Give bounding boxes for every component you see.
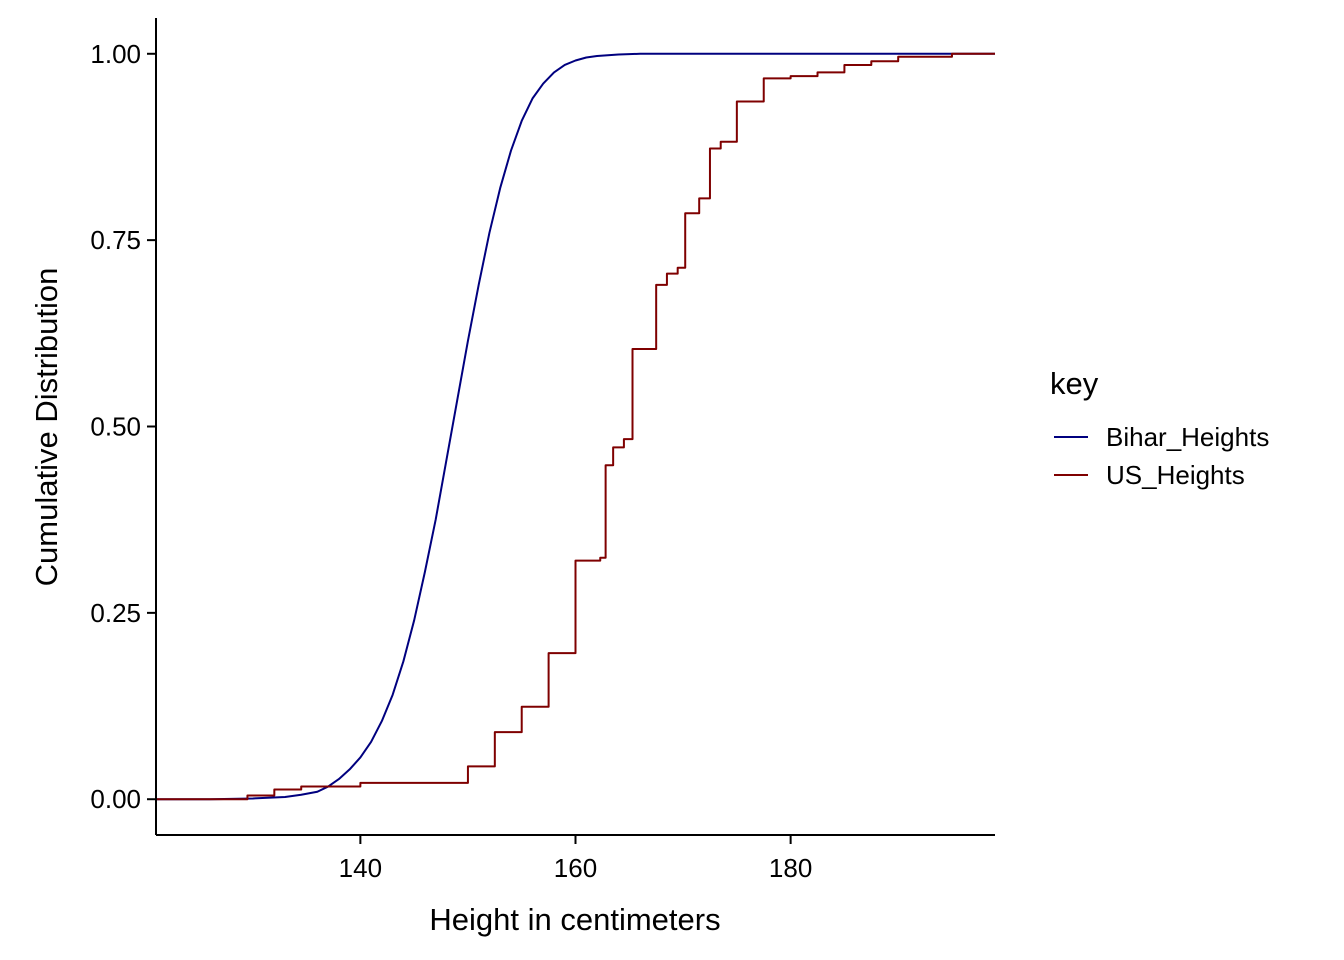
- plot-area: [156, 52, 995, 801]
- y-tick-label: 0.50: [90, 412, 141, 442]
- x-tick-label: 180: [769, 853, 812, 883]
- legend-label-us-heights: US_Heights: [1106, 460, 1245, 490]
- legend: key Bihar_Heights US_Heights: [1050, 366, 1269, 490]
- x-tick-label: 140: [339, 853, 382, 883]
- legend-title: key: [1050, 366, 1099, 401]
- x-axis: 140 160 180: [156, 834, 995, 883]
- x-tick-label: 160: [554, 853, 597, 883]
- legend-label-bihar-heights: Bihar_Heights: [1106, 422, 1269, 452]
- y-axis: 0.00 0.25 0.50 0.75 1.00: [90, 18, 157, 835]
- y-tick-label: 0.25: [90, 598, 141, 628]
- series-line-bihar-heights: [156, 52, 995, 801]
- y-tick-label: 0.75: [90, 225, 141, 255]
- x-axis-title: Height in centimeters: [429, 902, 720, 937]
- series-line-us-heights: [156, 52, 995, 801]
- y-tick-label: 0.00: [90, 784, 141, 814]
- y-tick-label: 1.00: [90, 39, 141, 69]
- y-axis-title: Cumulative Distribution: [29, 268, 64, 587]
